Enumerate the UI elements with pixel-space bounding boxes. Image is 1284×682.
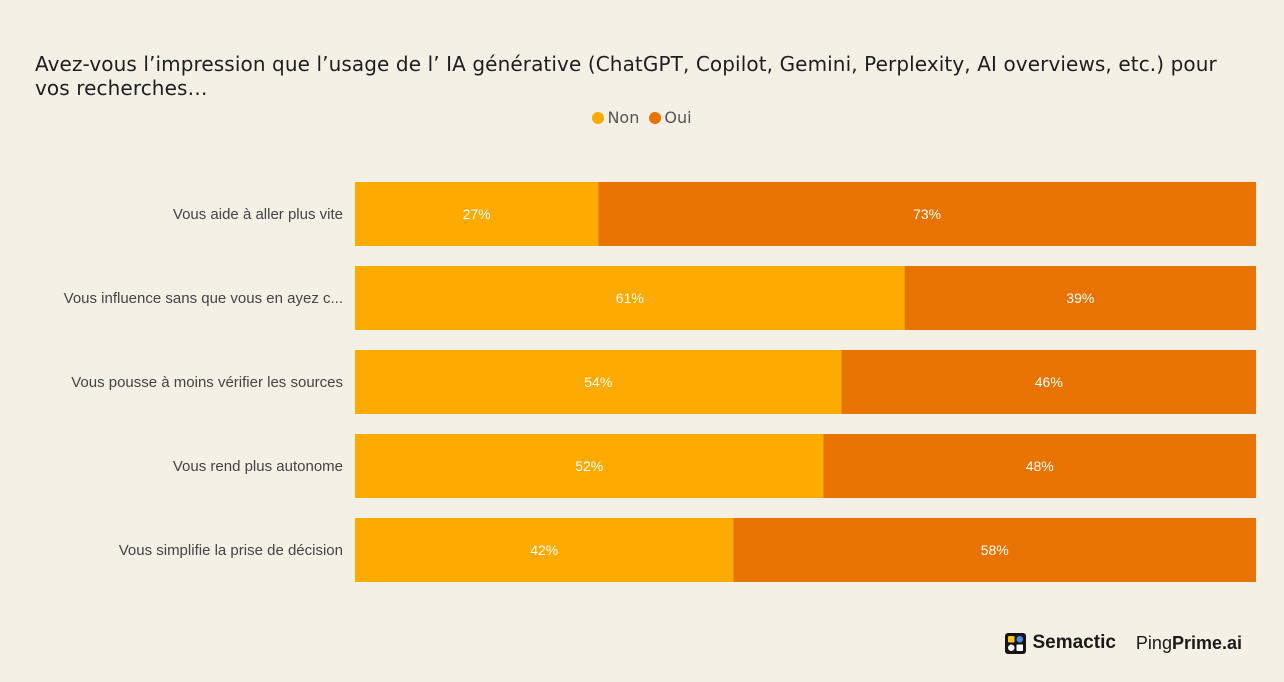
category-label: Vous aide à aller plus vite (173, 206, 343, 223)
branding-logos: Semactic PingPrime.ai (1005, 632, 1242, 654)
bar-segment-non (355, 518, 734, 582)
bar-segment-oui (733, 518, 1256, 582)
bar-segment-non (355, 434, 824, 498)
semactic-logo: Semactic (1005, 632, 1116, 654)
pingprime-ping: Ping (1135, 632, 1172, 653)
legend-swatch-non (592, 111, 605, 124)
semactic-icon (1005, 632, 1027, 654)
data-label-oui: 39% (1066, 290, 1094, 306)
data-label-oui: 48% (1026, 458, 1054, 474)
bar-segment-non (355, 266, 905, 330)
data-label-oui: 46% (1035, 374, 1063, 390)
category-label: Vous pousse à moins vérifier les sources (71, 374, 343, 391)
legend-swatch-oui (649, 111, 662, 124)
legend-label-oui: Oui (664, 108, 692, 127)
data-label-non: 27% (463, 206, 491, 222)
chart-title: Avez-vous l’impression que l’usage de l’… (35, 52, 1217, 100)
pingprime-logo: PingPrime.ai (1136, 633, 1242, 654)
category-label: Vous influence sans que vous en ayez c..… (64, 290, 343, 307)
legend-label-non: Non (607, 108, 640, 127)
legend-item-non: Non (592, 108, 639, 127)
data-label-non: 54% (584, 374, 612, 390)
data-label-oui: 58% (981, 542, 1009, 558)
data-label-non: 61% (616, 290, 644, 306)
chart-legend: Non Oui (0, 108, 1284, 127)
bar-segment-non (355, 182, 599, 246)
bar-segment-oui (841, 350, 1256, 414)
data-label-non: 42% (530, 542, 558, 558)
pingprime-prime: Prime.ai (1171, 632, 1242, 653)
semactic-wordmark: Semactic (1032, 632, 1116, 653)
category-label: Vous simplifie la prise de décision (119, 542, 343, 559)
bar-segment-oui (823, 434, 1256, 498)
data-label-non: 52% (575, 458, 603, 474)
data-label-oui: 73% (913, 206, 941, 222)
legend-item-oui: Oui (649, 108, 692, 127)
bar-segment-oui (598, 182, 1256, 246)
bar-segment-non (355, 350, 842, 414)
category-label: Vous rend plus autonome (173, 458, 343, 475)
bar-segment-oui (904, 266, 1256, 330)
